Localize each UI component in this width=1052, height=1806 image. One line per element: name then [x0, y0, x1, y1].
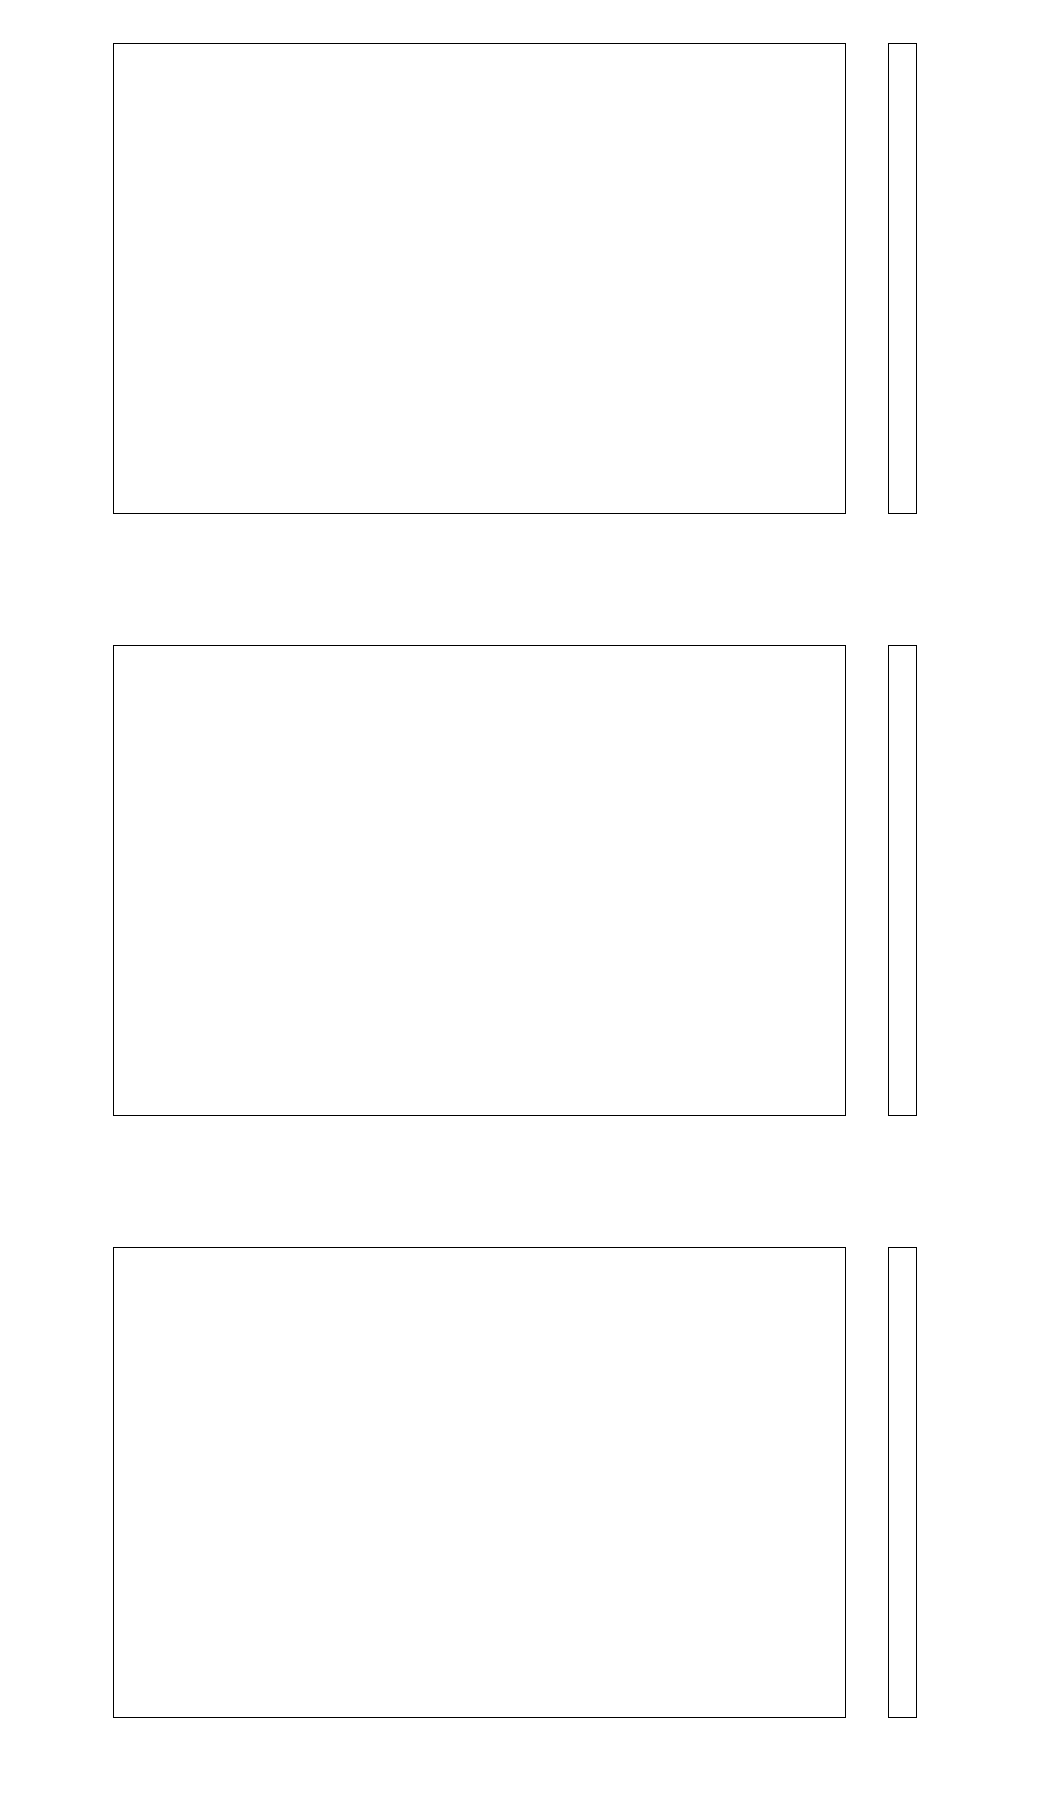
spectrogram-panel-hhn: [0, 602, 1052, 1204]
colorbar-label: [966, 1233, 992, 1733]
colorbar-gradient: [890, 45, 915, 513]
spectrogram-panel-hhz: [0, 1204, 1052, 1806]
psd-overlay-curves: [115, 45, 845, 513]
psd-overlay-curves: [115, 1249, 845, 1717]
spectrogram-heatmap: [115, 45, 845, 513]
y-axis-label: [17, 631, 43, 1131]
colorbar-frame: [888, 43, 917, 514]
colorbar-frame: [888, 645, 917, 1116]
y-axis-label: [17, 1233, 43, 1733]
colorbar-gradient: [890, 647, 915, 1115]
colorbar-gradient: [890, 1249, 915, 1717]
colorbar-frame: [888, 1247, 917, 1718]
psd-overlay-curves: [115, 647, 845, 1115]
spectrogram-panel-hhe: [0, 0, 1052, 602]
colorbar-label: [966, 29, 992, 529]
y-axis-label: [17, 29, 43, 529]
spectrogram-heatmap: [115, 1249, 845, 1717]
colorbar-label: [966, 631, 992, 1131]
spectrogram-heatmap: [115, 647, 845, 1115]
